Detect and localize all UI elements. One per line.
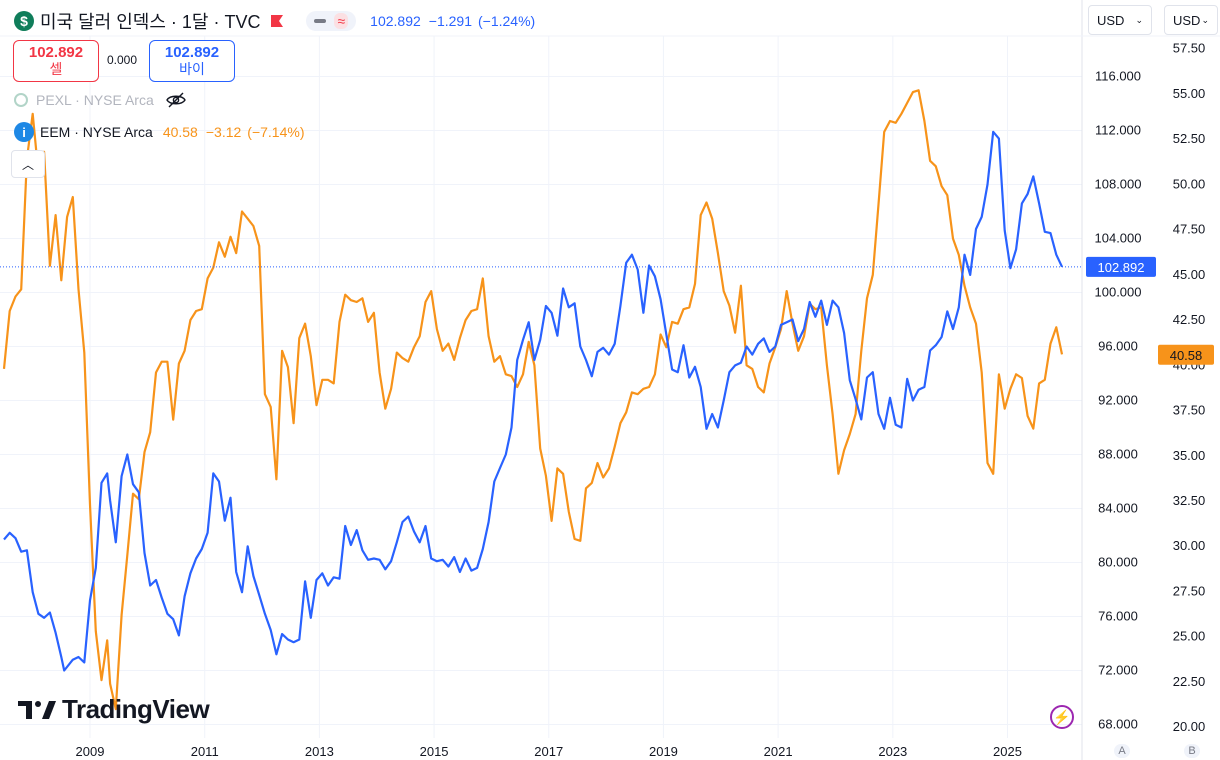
y-axis-b-tick: 57.50: [1173, 41, 1206, 56]
y-axis-a-tick: 76.000: [1098, 609, 1138, 624]
wave-icon: ≈: [334, 13, 349, 29]
scale-a-label[interactable]: A: [1114, 744, 1130, 758]
chart-axes: 68.000 72.000 76.000 80.000 84.000 88.000 92.0…: [76, 41, 1214, 759]
minus-icon: [314, 19, 327, 23]
chevron-up-icon: ︿: [21, 157, 34, 172]
y-axis-b-tick: 22.50: [1173, 674, 1206, 689]
y-axis-a-tick: 116.000: [1095, 69, 1141, 84]
x-axis-tick: 2017: [534, 744, 563, 759]
tradingview-logo[interactable]: TradingView: [18, 694, 210, 725]
series-line-dxy: [3, 130, 1063, 672]
y-axis-b-tick: 55.00: [1173, 86, 1206, 101]
chevron-down-icon: ⌄: [1201, 14, 1209, 25]
y-axis-b-tick: 45.00: [1173, 267, 1206, 282]
x-axis-tick: 2011: [191, 744, 219, 759]
current-price-tag-a: [1086, 256, 1156, 277]
eem-price: 40.58: [162, 124, 198, 140]
y-axis-a-tick: 80.000: [1098, 555, 1138, 570]
y-axis-b-tick: 50.00: [1173, 176, 1206, 191]
y-axis-b-tick: 52.50: [1173, 131, 1206, 146]
current-price-label-a: 102.892: [1098, 260, 1145, 275]
pexl-logo-icon: [14, 93, 28, 107]
buy-price: 102.892: [164, 44, 220, 61]
lightning-icon[interactable]: ⚡: [1050, 705, 1074, 729]
chart-series: [0, 89, 1082, 711]
sell-button[interactable]: 102.892 셀: [13, 40, 99, 82]
y-axis-a-tick: 104.000: [1095, 231, 1142, 246]
header-price: 102.892: [370, 13, 421, 29]
flag-icon[interactable]: [270, 14, 284, 28]
y-axis-a-tick: 108.000: [1095, 177, 1142, 192]
y-axis-b-tick: 35.00: [1173, 448, 1206, 463]
collapse-legend-button[interactable]: ︿: [11, 150, 45, 178]
series-line-eem: [2, 89, 1064, 711]
tradingview-logo-icon: [18, 700, 56, 719]
x-axis-tick: 2015: [420, 744, 449, 759]
y-axis-a-tick: 88.000: [1098, 447, 1138, 462]
y-axis-b-tick: 20.00: [1173, 719, 1206, 734]
dollar-icon: $: [14, 11, 34, 31]
y-axis-a-tick: 92.000: [1098, 393, 1138, 408]
y-axis-b-tick: 25.00: [1173, 629, 1206, 644]
currency-select-b[interactable]: USD ⌄: [1164, 5, 1218, 35]
y-axis-a-tick: 96.000: [1098, 339, 1138, 354]
currency-select-a[interactable]: USD ⌄: [1088, 5, 1152, 35]
x-axis-tick: 2023: [878, 744, 907, 759]
buy-button[interactable]: 102.892 바이: [149, 40, 235, 82]
y-axis-b-tick: 42.50: [1173, 312, 1206, 327]
eem-change-pct: (−7.14%): [247, 124, 305, 140]
chart-title[interactable]: 미국 달러 인덱스 · 1달 · TVC: [40, 12, 261, 32]
buy-label: 바이: [179, 61, 205, 77]
chevron-down-icon: ⌄: [1135, 14, 1143, 25]
y-axis-a-tick: 84.000: [1098, 501, 1138, 516]
eem-label: EEM · NYSE Arca: [40, 124, 153, 140]
scale-b-label[interactable]: B: [1184, 744, 1200, 758]
y-axis-a-tick: 112.000: [1095, 123, 1141, 138]
x-axis-tick: 2009: [76, 744, 105, 759]
sell-label: 셀: [49, 61, 63, 77]
spread-value: 0.000: [107, 53, 138, 67]
y-axis-b-tick: 30.00: [1173, 538, 1206, 553]
currency-a-label: USD: [1097, 12, 1125, 28]
eye-hidden-icon[interactable]: [165, 92, 186, 108]
y-axis-b-tick: 37.50: [1173, 403, 1206, 418]
header-row: $ 미국 달러 인덱스 · 1달 · TVC ≈ 102.892 −1.291 …: [14, 8, 535, 34]
current-price-label-b: 40.58: [1170, 348, 1203, 363]
y-axis-a-tick: 72.000: [1098, 663, 1138, 678]
info-icon: i: [14, 122, 34, 142]
current-price-tag-b: [1158, 344, 1214, 365]
header-change: −1.291: [428, 13, 472, 29]
y-axis-a-tick: 68.000: [1098, 717, 1138, 732]
y-axis-b-tick: 32.50: [1173, 493, 1206, 508]
x-axis-tick: 2025: [993, 744, 1022, 759]
pexl-label: PEXL · NYSE Arca: [36, 92, 154, 108]
logo-text: TradingView: [62, 694, 210, 724]
legend-eem[interactable]: i EEM · NYSE Arca 40.58 −3.12 (−7.14%): [14, 122, 305, 142]
y-axis-a-tick: 100.000: [1095, 285, 1142, 300]
sell-price: 102.892: [28, 44, 84, 61]
x-axis-tick: 2021: [764, 744, 793, 759]
indicator-toggle[interactable]: ≈: [306, 11, 357, 31]
x-axis-tick: 2013: [305, 744, 334, 759]
y-axis-b-tick: 47.50: [1173, 222, 1206, 237]
x-axis-tick: 2019: [649, 744, 678, 759]
legend-pexl[interactable]: PEXL · NYSE Arca: [14, 92, 186, 108]
eem-change: −3.12: [205, 124, 242, 140]
y-axis-b-tick: 27.50: [1173, 583, 1206, 598]
currency-b-label: USD: [1173, 12, 1201, 28]
header-change-pct: (−1.24%): [478, 13, 536, 29]
